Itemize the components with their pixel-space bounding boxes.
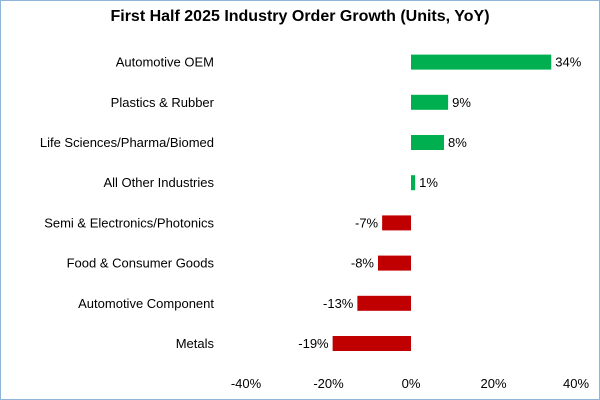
data-label: -13% bbox=[323, 296, 354, 311]
x-tick-label: 0% bbox=[402, 376, 421, 391]
data-label: 34% bbox=[555, 55, 581, 70]
x-tick-label: -20% bbox=[313, 376, 344, 391]
data-label: 1% bbox=[419, 175, 438, 190]
x-tick-label: 40% bbox=[563, 376, 589, 391]
bar bbox=[411, 94, 449, 110]
data-label: -19% bbox=[298, 336, 329, 351]
bar bbox=[411, 135, 444, 150]
data-label: 8% bbox=[448, 135, 467, 150]
data-label: -8% bbox=[351, 256, 375, 271]
category-label: Plastics & Rubber bbox=[111, 95, 215, 110]
category-label: All Other Industries bbox=[103, 175, 214, 190]
bar bbox=[411, 175, 416, 191]
category-label: Semi & Electronics/Photonics bbox=[44, 215, 214, 230]
category-label: Food & Consumer Goods bbox=[67, 256, 215, 271]
bar bbox=[332, 336, 411, 351]
category-label: Automotive OEM bbox=[116, 55, 214, 70]
bar bbox=[357, 295, 411, 311]
bar bbox=[411, 54, 552, 70]
category-label: Metals bbox=[176, 336, 215, 351]
data-label: -7% bbox=[355, 215, 379, 230]
bar bbox=[378, 255, 411, 271]
x-tick-label: -40% bbox=[231, 376, 262, 391]
bar bbox=[382, 215, 411, 231]
category-label: Life Sciences/Pharma/Biomed bbox=[40, 135, 214, 150]
category-label: Automotive Component bbox=[78, 296, 214, 311]
data-label: 9% bbox=[452, 95, 471, 110]
x-tick-label: 20% bbox=[480, 376, 506, 391]
chart-title: First Half 2025 Industry Order Growth (U… bbox=[110, 8, 490, 25]
